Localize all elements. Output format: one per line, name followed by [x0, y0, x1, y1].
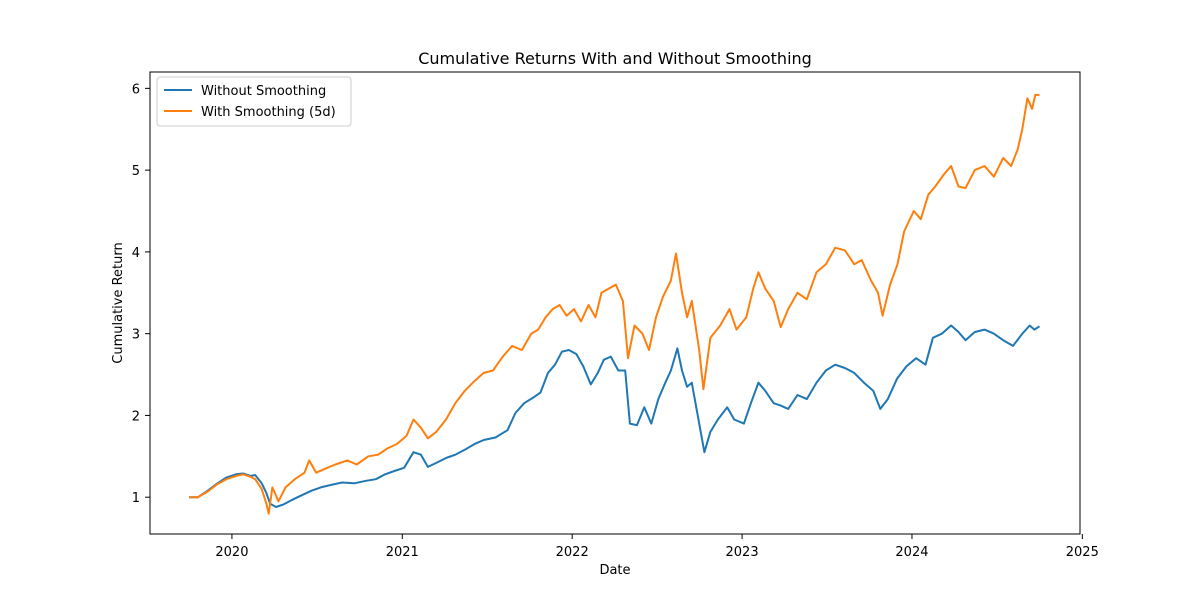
- legend-label-without-smoothing: Without Smoothing: [201, 84, 326, 99]
- y-axis-label: Cumulative Return: [111, 242, 126, 363]
- x-tick-label: 2023: [726, 545, 759, 560]
- y-tick-label: 4: [132, 246, 140, 261]
- x-tick-label: 2025: [1066, 545, 1099, 560]
- chart-title: Cumulative Returns With and Without Smoo…: [418, 49, 812, 68]
- legend-box: [156, 76, 352, 127]
- y-tick-label: 1: [132, 491, 140, 506]
- series-line-with-smoothing: [189, 93, 1040, 515]
- y-tick-label: 6: [132, 82, 140, 97]
- x-tick-label: 2022: [556, 545, 589, 560]
- y-tick-label: 2: [132, 409, 140, 424]
- series-line-without-smoothing: [189, 324, 1041, 508]
- y-tick-label: 5: [132, 164, 140, 179]
- legend-label-with-smoothing: With Smoothing (5d): [201, 105, 336, 120]
- plot-frame: [149, 71, 1081, 535]
- x-axis-label: Date: [599, 563, 630, 578]
- x-tick-label: 2024: [895, 545, 928, 560]
- x-tick-label: 2021: [386, 545, 419, 560]
- x-tick-label: 2020: [215, 545, 248, 560]
- legend: Without Smoothing With Smoothing (5d): [156, 76, 352, 127]
- y-tick-label: 3: [132, 328, 140, 343]
